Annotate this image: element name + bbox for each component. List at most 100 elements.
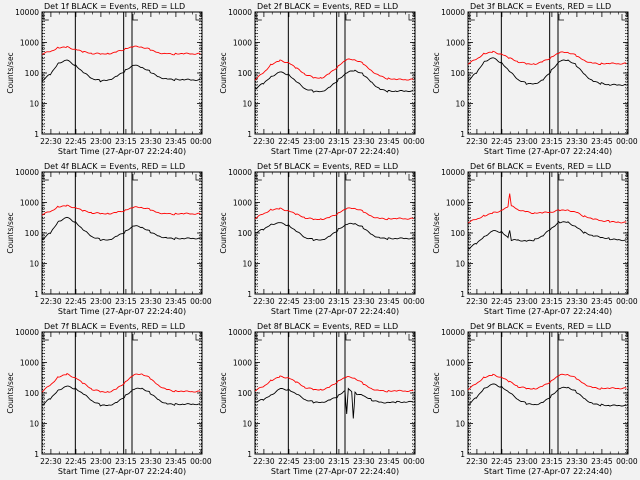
panel-det-1: Det 1f BLACK = Events, RED = LLD 10000 100… <box>6 2 212 156</box>
y-tick-label: 1000 <box>20 359 39 368</box>
x-axis-label: Start Time (27-Apr-07 22:24:40) <box>58 307 186 316</box>
x-tick-label: 00:00 <box>190 457 212 466</box>
x-tick-label: 23:15 <box>541 137 563 146</box>
x-tick-label: 22:45 <box>65 137 87 146</box>
y-axis-label: Counts/sec <box>432 52 441 93</box>
plot-frame <box>254 11 416 135</box>
x-axis-label: Start Time (27-Apr-07 22:24:40) <box>271 147 399 156</box>
panel-det-7: Det 7f BLACK = Events, RED = LLD10000100… <box>6 322 212 476</box>
panel-det-4: Det 4f BLACK = Events, RED = LLD10000100… <box>6 162 212 316</box>
x-tick-label: 23:00 <box>516 457 538 466</box>
bracket-glyph <box>132 14 138 21</box>
bracket-glyph <box>558 14 564 21</box>
y-tick-label: 1 <box>34 290 39 299</box>
x-tick-label: 22:30 <box>40 457 62 466</box>
y-tick-label: 10 <box>242 260 252 269</box>
bracket-glyph <box>408 14 414 21</box>
series-line-events <box>254 69 414 93</box>
bracket-glyph <box>345 334 351 341</box>
y-tick-label: 10 <box>455 260 465 269</box>
bracket-glyph <box>132 334 138 341</box>
bracket-glyph <box>43 174 49 181</box>
panel-det-3: Det 3f BLACK = Events, RED = LLD 10000 100… <box>432 2 638 156</box>
x-tick-label: 22:45 <box>491 297 513 306</box>
bracket-glyph <box>43 334 49 341</box>
y-tick-label: 100 <box>451 389 466 398</box>
bracket-glyph <box>408 334 414 341</box>
y-tick-label: 1 <box>460 290 465 299</box>
x-tick-label: 23:30 <box>353 297 375 306</box>
series-line-events <box>467 221 627 250</box>
y-axis-label: Counts/sec <box>6 372 15 413</box>
y-axis-label: Counts/sec <box>219 372 228 413</box>
x-tick-label: 22:45 <box>65 297 87 306</box>
x-tick-label: 00:00 <box>190 137 212 146</box>
y-tick-label: 10000 <box>441 328 465 337</box>
y-tick-label: 10000 <box>228 328 252 337</box>
panel-det-2: Det 2f BLACK = Events, RED = LLD10000100… <box>219 2 425 156</box>
x-tick-label: 00:00 <box>190 297 212 306</box>
y-tick-label: 10 <box>242 100 252 109</box>
x-tick-label: 23:45 <box>591 297 613 306</box>
x-tick-label: 22:30 <box>253 137 275 146</box>
panel-title: Det 6f BLACK = Events, RED = LLD <box>470 162 611 171</box>
series-line-lld <box>41 45 201 56</box>
x-tick-label: 23:15 <box>328 457 350 466</box>
series-line-events <box>41 385 201 407</box>
bracket-glyph <box>408 174 414 181</box>
y-tick-label: 10 <box>29 420 39 429</box>
x-tick-label: 23:30 <box>353 137 375 146</box>
panel-det-9: Det 9f BLACK = Events, RED = LLD10000100… <box>432 322 638 476</box>
plot-frame <box>41 331 203 455</box>
bracket-glyph <box>558 174 564 181</box>
x-tick-label: 23:30 <box>566 457 588 466</box>
y-tick-label: 10000 <box>15 8 39 17</box>
x-tick-label: 23:45 <box>165 457 187 466</box>
y-tick-label: 10000 <box>441 168 465 177</box>
x-tick-label: 23:00 <box>303 137 325 146</box>
x-tick-label: 23:00 <box>303 457 325 466</box>
panel-det-6: Det 6f BLACK = Events, RED = LLD 10000 100… <box>432 162 638 316</box>
y-tick-label: 1 <box>247 130 252 139</box>
x-tick-label: 23:15 <box>541 297 563 306</box>
y-axis-label: Counts/sec <box>219 212 228 253</box>
y-tick-label: 1000 <box>20 199 39 208</box>
x-tick-label: 22:45 <box>491 457 513 466</box>
bracket-glyph <box>195 14 201 21</box>
bracket-glyph <box>345 14 351 21</box>
x-tick-label: 23:00 <box>516 137 538 146</box>
x-tick-label: 23:30 <box>140 137 162 146</box>
plot-frame <box>467 171 629 295</box>
x-tick-label: 23:45 <box>378 297 400 306</box>
y-axis-label: Counts/sec <box>6 212 15 253</box>
bracket-glyph <box>256 14 262 21</box>
bracket-glyph <box>621 14 627 21</box>
bracket-glyph <box>256 334 262 341</box>
series-line-lld <box>467 193 627 224</box>
x-tick-label: 22:30 <box>253 457 275 466</box>
x-tick-label: 22:45 <box>278 297 300 306</box>
panel-title: Det 1f BLACK = Events, RED = LLD <box>44 2 185 11</box>
x-tick-label: 23:30 <box>140 297 162 306</box>
x-tick-label: 23:15 <box>115 137 137 146</box>
x-tick-label: 23:00 <box>90 137 112 146</box>
x-axis-label: Start Time (27-Apr-07 22:24:40) <box>58 467 186 476</box>
series-line-lld <box>254 58 414 81</box>
y-tick-label: 1000 <box>446 199 465 208</box>
panel-title: Det 3f BLACK = Events, RED = LLD <box>470 2 611 11</box>
y-tick-label: 100 <box>451 69 466 78</box>
panel-title: Det 8f BLACK = Events, RED = LLD <box>257 322 398 331</box>
bracket-glyph <box>621 334 627 341</box>
x-tick-label: 23:00 <box>516 297 538 306</box>
y-tick-label: 1 <box>460 450 465 459</box>
y-tick-label: 10000 <box>228 168 252 177</box>
y-tick-label: 10000 <box>15 168 39 177</box>
y-tick-label: 10000 <box>441 8 465 17</box>
y-tick-label: 1000 <box>233 199 252 208</box>
y-axis-label: Counts/sec <box>219 52 228 93</box>
x-axis-label: Start Time (27-Apr-07 22:24:40) <box>271 467 399 476</box>
y-tick-label: 1000 <box>233 359 252 368</box>
y-tick-label: 100 <box>25 69 40 78</box>
y-tick-label: 1000 <box>20 39 39 48</box>
